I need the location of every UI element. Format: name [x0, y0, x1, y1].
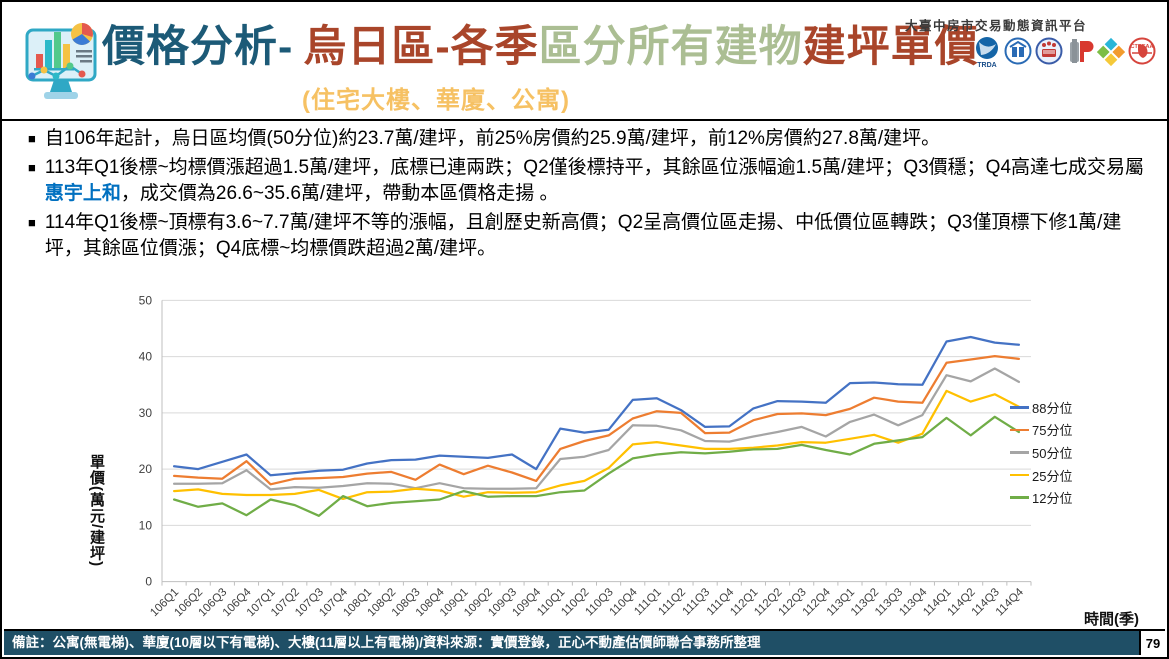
development-association-logo: [1097, 37, 1125, 67]
legend-item-75分位: 75分位: [1010, 419, 1072, 442]
legend-swatch: [1010, 473, 1029, 477]
builders-association-logo: [1004, 37, 1032, 65]
title-segment-analysis: 價格分析-: [102, 23, 294, 71]
y-axis-title: 單價(萬元/建坪): [88, 454, 105, 568]
land-agents-logo: [1070, 39, 1094, 63]
page-title: 價格分析- 烏日區-各季區分所有建物建坪單價: [102, 23, 979, 71]
legend-item-25分位: 25分位: [1010, 464, 1072, 487]
appraisers-union-logo: [1035, 37, 1063, 65]
legend-label: 88分位: [1032, 400, 1073, 416]
title-segment-buildings: 區分所有建物: [538, 23, 803, 71]
legend-label: 12分位: [1032, 491, 1073, 507]
bullet-113-post: ，成交價為26.6~35.6萬/建坪，帶動本區價格走揚 。: [120, 183, 559, 204]
price-trend-chart: 0 10 20 30 40 50 106Q1 106Q2 106Q3 106Q4 107Q1 107Q…: [2, 282, 1167, 634]
legend-item-12分位: 12分位: [1010, 486, 1072, 509]
series-line-50分位: [172, 367, 1021, 491]
platform-name: 大臺中房市交易動態資訊平台: [905, 19, 1088, 33]
analysis-bullets: ■ 自106年起計，烏日區均價(50分位)約23.7萬/建坪，前25%房價約25…: [28, 126, 1155, 265]
y-tick-label: 20: [139, 462, 153, 476]
legend-swatch: [1010, 496, 1029, 499]
legend-item-88分位: 88分位: [1010, 396, 1072, 419]
chart-canvas: 01020304050106Q1106Q2106Q3106Q4107Q1107Q…: [139, 293, 1032, 619]
series-line-25分位: [172, 389, 1021, 501]
y-tick-label: 10: [139, 518, 153, 532]
x-tick-label: 114Q4: [994, 586, 1027, 619]
footer-bar: 備註：公寓(無電梯)、華廈(10層以下有電梯)、大樓(11層以上有電梯)/資料來…: [4, 629, 1165, 655]
y-tick-label: 50: [139, 293, 153, 307]
series-line-75分位: [172, 354, 1021, 486]
bullet-square-icon: ■: [28, 160, 36, 175]
page-subtitle: (住宅大樓、華廈、公寓): [302, 87, 570, 114]
bullet-year-113: ■ 113年Q1後標~均標價漲超過1.5萬/建坪，底標已連兩跌；Q2僅後標持平，…: [28, 155, 1155, 207]
ctreaa-logo: CTREAA: [1128, 37, 1156, 65]
footer-note: 備註：公寓(無電梯)、華廈(10層以下有電梯)、大樓(11層以上有電梯)/資料來…: [12, 635, 761, 650]
x-axis-title: 時間(季): [1084, 611, 1139, 628]
legend-swatch: [1010, 406, 1029, 409]
legend-swatch: [1010, 451, 1029, 454]
header-divider: [2, 119, 1167, 121]
project-name-highlight: 惠宇上和: [44, 183, 121, 204]
y-tick-label: 40: [139, 350, 153, 364]
series-line-12分位: [172, 415, 1021, 517]
svg-text:TRDA: TRDA: [977, 62, 996, 69]
bullet-square-icon: ■: [28, 215, 36, 230]
y-tick-label: 30: [139, 406, 153, 420]
bullet-year-113-text: 113年Q1後標~均標價漲超過1.5萬/建坪，底標已連兩跌；Q2僅後標持平，其餘…: [45, 155, 1155, 207]
y-tick-label: 0: [145, 575, 152, 589]
legend-item-50分位: 50分位: [1010, 441, 1072, 464]
chart-legend: 88分位 75分位 50分位 25分位 12分位: [1010, 396, 1072, 509]
bullet-year-114-text: 114年Q1後標~頂標有3.6~7.7萬/建坪不等的漲幅，且創歷史新高價；Q2呈…: [44, 212, 1122, 259]
svg-text:CTREAA: CTREAA: [1131, 44, 1154, 50]
legend-label: 75分位: [1032, 423, 1073, 439]
title-segment-unitprice: 建坪單價: [802, 23, 979, 71]
legend-label: 50分位: [1032, 445, 1073, 461]
legend-label: 25分位: [1032, 468, 1073, 484]
analytics-monitor-icon: [25, 23, 97, 99]
page-number: 79: [1139, 631, 1165, 655]
trda-logo: TRDA: [976, 37, 998, 69]
bullet-year-114: ■ 114年Q1後標~頂標有3.6~7.7萬/建坪不等的漲幅，且創歷史新高價；Q…: [28, 210, 1155, 262]
bullet-overview-text: 自106年起計，烏日區均價(50分位)約23.7萬/建坪，前25%房價約25.9…: [44, 128, 941, 149]
title-segment-district: 烏日區-各季: [303, 23, 539, 71]
partner-logos: TRDA: [973, 36, 1156, 70]
legend-swatch: [1010, 428, 1029, 432]
series-line-88分位: [172, 335, 1021, 477]
bullet-113-pre: 113年Q1後標~均標價漲超過1.5萬/建坪，底標已連兩跌；Q2僅後標持平，其餘…: [44, 157, 1145, 178]
bullet-overview: ■ 自106年起計，烏日區均價(50分位)約23.7萬/建坪，前25%房價約25…: [28, 126, 1155, 152]
bullet-square-icon: ■: [28, 131, 36, 146]
